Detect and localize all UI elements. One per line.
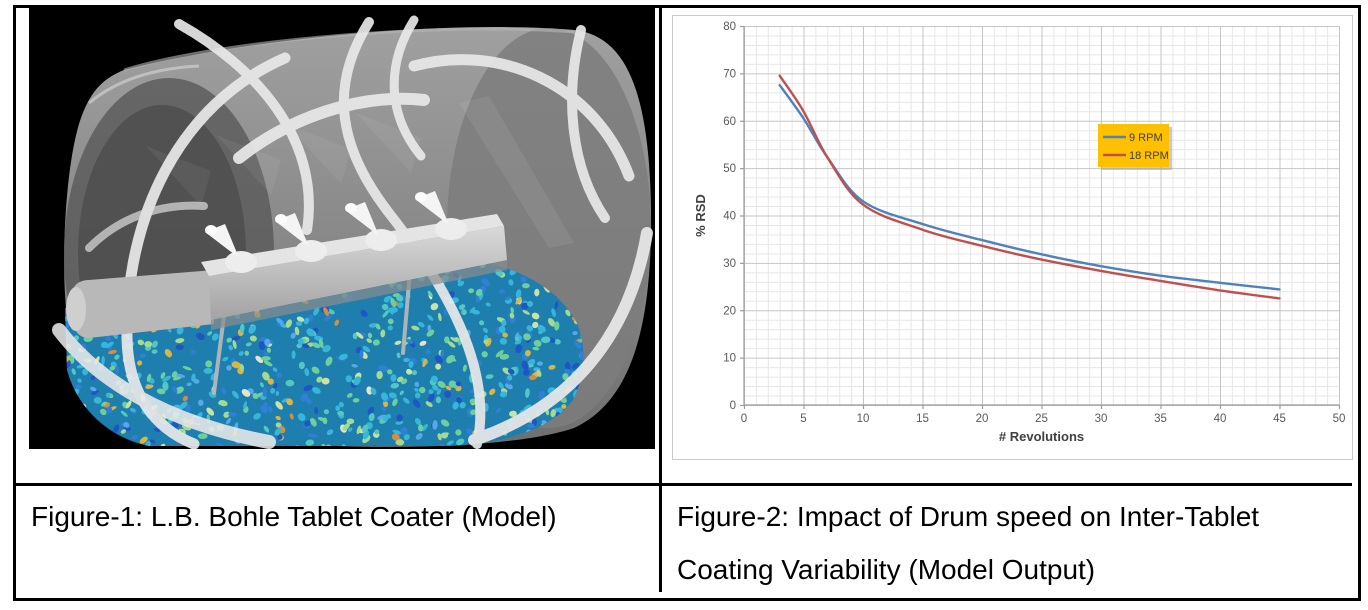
svg-text:15: 15 [916, 413, 929, 425]
figure1-caption: Figure-1: L.B. Bohle Tablet Coater (Mode… [16, 486, 659, 543]
figure2-chart-frame: 0 10 20 30 40 50 60 70 80 0 5 10 15 20 25 30 35 40 45 50 # R… [672, 15, 1353, 460]
figure1-cell [16, 8, 659, 483]
data-series [778, 74, 1281, 300]
rsd-vs-revolutions-chart: 0 10 20 30 40 50 60 70 80 0 5 10 15 20 25 30 35 40 45 50 # R… [693, 21, 1346, 444]
figures-table: 0 10 20 30 40 50 60 70 80 0 5 10 15 20 25 30 35 40 45 50 # R… [13, 5, 1361, 601]
figure1-caption-cell: Figure-1: L.B. Bohle Tablet Coater (Mode… [16, 486, 659, 592]
svg-text:20: 20 [723, 305, 736, 317]
svg-text:30: 30 [723, 258, 736, 270]
svg-text:40: 40 [723, 211, 736, 223]
svg-text:5: 5 [800, 413, 806, 425]
legend-label-2: 18 RPM [1129, 150, 1169, 162]
svg-text:50: 50 [723, 163, 736, 175]
svg-text:25: 25 [1035, 413, 1048, 425]
spray-nozzle-2 [216, 135, 327, 262]
y-axis-title: % RSD [693, 194, 708, 237]
svg-text:40: 40 [1214, 413, 1227, 425]
figure2-caption: Figure-2: Impact of Drum speed on Inter-… [662, 486, 1352, 596]
svg-text:70: 70 [723, 68, 736, 80]
spray-arm [66, 113, 507, 338]
svg-text:50: 50 [1333, 413, 1346, 425]
svg-text:60: 60 [723, 116, 736, 128]
spray-nozzle-1 [146, 146, 257, 273]
light-streak [459, 96, 574, 248]
svg-text:10: 10 [857, 413, 870, 425]
x-axis-title: # Revolutions [999, 429, 1084, 444]
figure2-caption-line2: Coating Variability (Model Output) [677, 554, 1096, 585]
legend-label-1: 9 RPM [1129, 132, 1163, 144]
svg-text:20: 20 [976, 413, 989, 425]
legend: 9 RPM 18 RPM [1098, 124, 1172, 170]
spray-nozzle-4 [356, 113, 467, 240]
x-axis-tick-labels: 0 5 10 15 20 25 30 35 40 45 50 [741, 413, 1346, 425]
svg-text:45: 45 [1273, 413, 1286, 425]
svg-text:10: 10 [723, 353, 736, 365]
figure2-caption-line1: Figure-2: Impact of Drum speed on Inter-… [677, 501, 1260, 532]
spiral-baffles [52, 15, 653, 449]
figure2-caption-cell: Figure-2: Impact of Drum speed on Inter-… [662, 486, 1352, 592]
series-line-18-rpm [778, 74, 1281, 300]
figure1-caption-text: Figure-1: L.B. Bohle Tablet Coater (Mode… [31, 501, 557, 532]
figure1-3d-render [29, 8, 655, 449]
svg-text:0: 0 [730, 400, 736, 412]
table-row-divider [16, 483, 1352, 486]
axes [740, 25, 1341, 409]
svg-text:30: 30 [1095, 413, 1108, 425]
svg-text:0: 0 [741, 413, 747, 425]
svg-text:80: 80 [723, 21, 736, 33]
spray-nozzles [146, 113, 467, 273]
y-axis-tick-labels: 0 10 20 30 40 50 60 70 80 [723, 21, 736, 412]
figure2-cell: 0 10 20 30 40 50 60 70 80 0 5 10 15 20 25 30 35 40 45 50 # R… [662, 8, 1353, 483]
spray-nozzle-3 [286, 124, 397, 251]
table-column-divider [659, 8, 662, 592]
svg-text:35: 35 [1154, 413, 1167, 425]
